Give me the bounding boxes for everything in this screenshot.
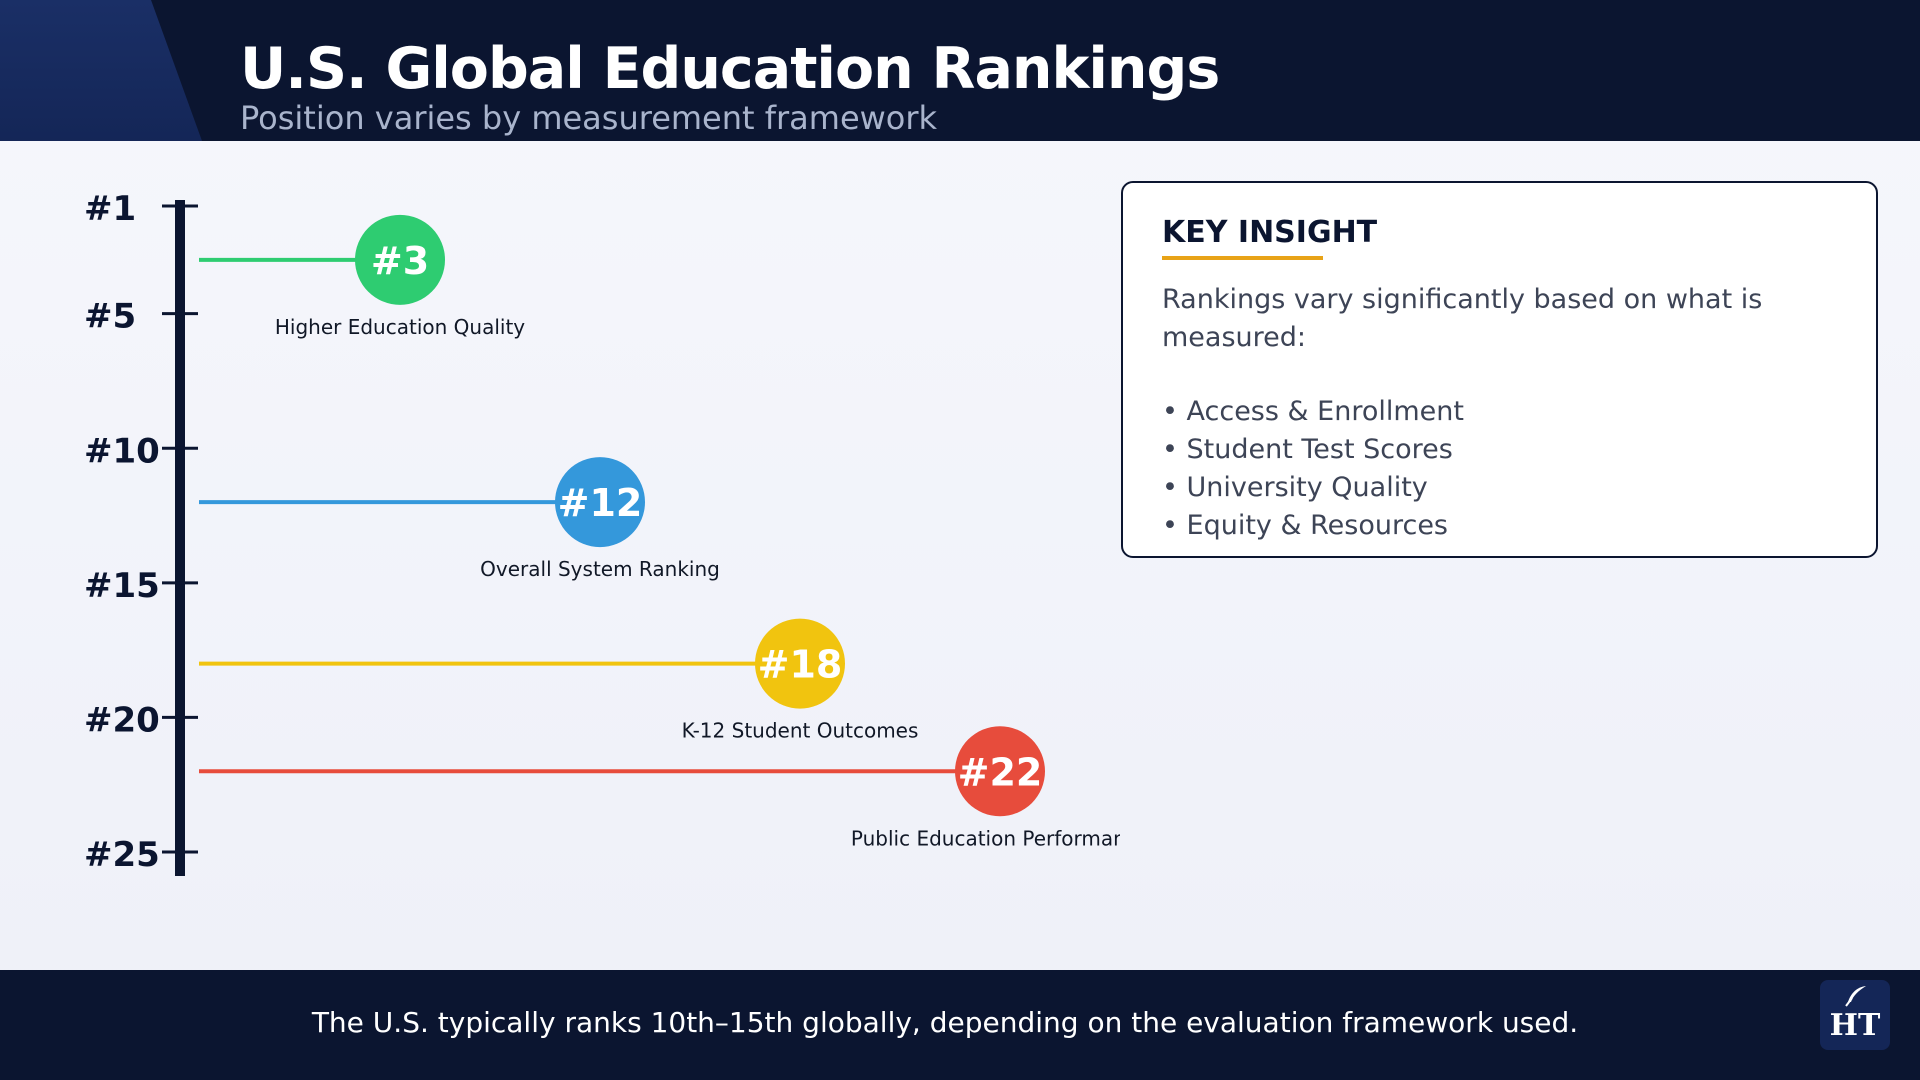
ht-logo: HT (1820, 980, 1890, 1050)
rank-marker (555, 457, 645, 548)
rank-marker (355, 214, 445, 305)
axis-tick-label: #25 (84, 835, 160, 875)
page-subtitle: Position varies by measurement framework (240, 99, 938, 137)
header-bar: U.S. Global Education Rankings Position … (0, 0, 1920, 141)
insight-item: • Student Test Scores (1162, 434, 1453, 465)
rank-category-label: Public Education Performance (851, 826, 1120, 850)
insight-intro: Rankings vary significantly based on wha… (1162, 284, 1763, 353)
axis-tick-label: #15 (84, 566, 160, 606)
rank-badge-label: #18 (758, 643, 843, 687)
insight-item: • Equity & Resources (1162, 510, 1448, 541)
feather-icon (1845, 986, 1866, 1007)
insight-title: KEY INSIGHT (1162, 215, 1378, 250)
footer-text: The U.S. typically ranks 10th–15th globa… (311, 1006, 1579, 1039)
axis-tick-label: #1 (84, 189, 136, 229)
axis-tick-label: #20 (84, 700, 160, 740)
axis-tick-label: #5 (84, 297, 136, 337)
rank-marker (755, 618, 845, 709)
rank-badge-label: #3 (371, 239, 429, 283)
key-insight-panel: KEY INSIGHT Rankings vary significantly … (1121, 181, 1878, 558)
logo-text: HT (1829, 1008, 1881, 1043)
insight-underline (1162, 256, 1323, 260)
rank-marker (955, 726, 1045, 817)
insight-item: • University Quality (1162, 472, 1428, 503)
axis-tick-label: #10 (84, 431, 160, 471)
insight-item: • Access & Enrollment (1162, 396, 1464, 427)
insight-list: • Access & Enrollment • Student Test Sco… (1162, 393, 1464, 545)
rank-badge-label: #12 (558, 481, 643, 525)
rank-category-label: Higher Education Quality (275, 315, 525, 339)
rank-category-label: Overall System Ranking (480, 557, 720, 581)
footer-bar: The U.S. typically ranks 10th–15th globa… (0, 970, 1920, 1080)
page-title: U.S. Global Education Rankings (240, 36, 1220, 102)
rank-category-label: K-12 Student Outcomes (682, 719, 919, 743)
ranking-chart: #1 #5 #10 #15 #20 #25 #3 Higher Education Quali… (84, 189, 1120, 876)
header-accent-shape (0, 0, 202, 141)
rank-badge-label: #22 (958, 750, 1043, 794)
